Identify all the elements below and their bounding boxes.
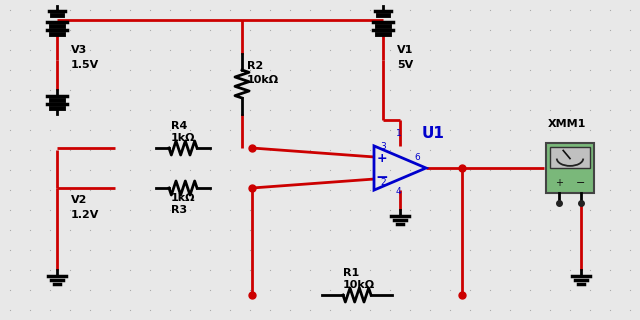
Text: 1.5V: 1.5V: [71, 60, 99, 70]
Text: R1: R1: [343, 268, 359, 278]
Text: 1: 1: [396, 129, 402, 138]
Text: 1kΩ: 1kΩ: [171, 193, 195, 203]
Text: 3: 3: [380, 142, 386, 151]
Text: R4: R4: [171, 121, 188, 131]
Text: U1: U1: [422, 126, 445, 141]
Text: V3: V3: [71, 45, 87, 55]
Text: +: +: [556, 178, 563, 188]
Text: 5V: 5V: [397, 60, 413, 70]
Text: R2: R2: [247, 61, 263, 71]
Text: 4: 4: [396, 187, 402, 196]
Text: 10kΩ: 10kΩ: [343, 280, 375, 290]
Text: 6: 6: [414, 153, 420, 162]
Text: 10kΩ: 10kΩ: [247, 75, 279, 85]
Bar: [550, 147, 590, 168]
Text: V2: V2: [71, 195, 88, 205]
Text: −: −: [376, 170, 388, 185]
Text: +: +: [377, 152, 387, 165]
Text: 1.2V: 1.2V: [71, 210, 99, 220]
Bar: [546, 143, 594, 193]
Text: XMM1: XMM1: [548, 119, 586, 129]
Text: R3: R3: [171, 205, 187, 215]
Text: 2: 2: [380, 178, 386, 187]
Text: 1kΩ: 1kΩ: [171, 133, 195, 143]
Text: −: −: [576, 178, 585, 188]
Text: V1: V1: [397, 45, 413, 55]
